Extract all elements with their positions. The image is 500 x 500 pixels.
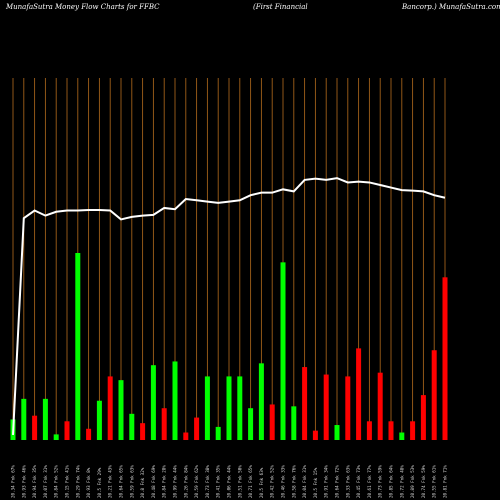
x-tick-label: 20.73 Fnk 38% — [205, 465, 210, 498]
flow-bar — [194, 417, 200, 440]
flow-bar — [226, 376, 232, 440]
flow-bar — [183, 432, 189, 440]
money-flow-bars — [10, 253, 448, 440]
flow-bar — [442, 277, 448, 440]
flow-bar — [291, 406, 297, 440]
flow-bar — [86, 428, 92, 440]
flow-bar — [345, 376, 351, 440]
x-tick-label: 20.64 Fnk 72% — [335, 465, 340, 498]
flow-bar — [431, 350, 437, 440]
x-tick-label: 20.93 Fnk 46% — [21, 465, 26, 498]
x-tick-label: 20.64 Fnk 65% — [119, 465, 124, 498]
flow-bar — [53, 434, 59, 440]
flow-bar — [75, 253, 81, 440]
flow-bar — [248, 408, 254, 440]
x-tick-label: 20.61 Fnk 77% — [367, 465, 372, 498]
x-tick-label: 20.45 Fnk 73% — [356, 465, 361, 498]
flow-bar — [377, 372, 383, 440]
flow-bar — [312, 430, 318, 440]
x-tick-label: 20.33 Fnk 63% — [345, 465, 350, 498]
x-tick-label: 20.8 Fnk 32% — [140, 467, 145, 498]
x-tick-label: 20.72 Fnk 48% — [399, 465, 404, 498]
flow-bar — [118, 380, 124, 440]
x-tick-label: 20.93 Fnk 8% — [86, 467, 91, 498]
flow-bar — [172, 361, 178, 440]
x-tick-label: 20.51 Fnk 50% — [237, 465, 242, 498]
x-tick-label: 20.59 Fnk 62% — [194, 465, 199, 498]
flow-bar — [410, 421, 416, 440]
x-tick-label: 20.81 Fnk 71% — [443, 465, 448, 498]
x-tick-label: 20.84 Fnk 28% — [162, 465, 167, 498]
x-tick-label: 20.58 Fnk 76% — [291, 465, 296, 498]
x-tick-label: 20.84 Fnk 52% — [54, 465, 59, 498]
flow-bar — [96, 400, 102, 440]
x-tick-label: 20.59 Fnk 63% — [129, 465, 134, 498]
x-tick-label: 20.34 Fnk 67% — [11, 465, 16, 498]
flow-bar — [334, 425, 340, 440]
flow-bar — [215, 426, 221, 440]
flow-bar — [161, 408, 167, 440]
x-tick-label: 20.5 Fnk 29% — [97, 467, 102, 498]
x-tick-label: 20.04 Fnk 31% — [302, 465, 307, 498]
flow-bar — [366, 421, 372, 440]
flow-bar — [258, 363, 264, 440]
flow-bar — [32, 415, 38, 440]
flow-bar — [129, 413, 135, 440]
chart-title-left: MunafaSutra Money Flow Charts for FFBC — [5, 3, 160, 11]
flow-bar — [420, 395, 426, 440]
flow-bar — [399, 432, 405, 440]
flow-bar — [107, 376, 113, 440]
x-tick-label: 20.15 Fnk 41% — [65, 465, 70, 498]
x-tick-label: 20.5 Fnk 15% — [313, 467, 318, 498]
x-tick-label: 20.85 Fnk 64% — [389, 465, 394, 498]
x-tick-label: 20.73 Fnk 59% — [378, 465, 383, 498]
x-tick-label: 20.74 Fnk 59% — [421, 465, 426, 498]
flow-bar — [42, 398, 48, 440]
x-tick-label: 20.48 Fnk 69% — [151, 465, 156, 498]
x-tick-labels: 20.34 Fnk 67% 20.93 Fnk 46% 20.94 Fnk 35% 2… — [11, 465, 448, 498]
flow-bar — [64, 421, 70, 440]
x-tick-label: 20.89 Fnk 53% — [410, 465, 415, 498]
x-tick-label: 20.06 Fnk 44% — [227, 465, 232, 498]
price-line-path — [12, 177, 446, 435]
x-tick-label: 20.07 Fnk 31% — [43, 465, 48, 498]
flow-bar — [150, 365, 156, 440]
flow-bar — [21, 398, 27, 440]
x-tick-label: 20.5 Fnk 63% — [259, 467, 264, 498]
x-tick-label: 20.55 Fnk 61% — [432, 465, 437, 498]
x-tick-label: 20.42 Fnk 52% — [270, 465, 275, 498]
x-tick-label: 20.26 Fnk 84% — [183, 465, 188, 498]
flow-bar — [140, 423, 146, 440]
flow-bar — [388, 421, 394, 440]
flow-bar — [280, 262, 286, 440]
flow-bar — [302, 367, 308, 440]
x-tick-label: 20.91 Fnk 34% — [324, 465, 329, 498]
chart-title-right: Bancorp.) MunafaSutra.com — [401, 3, 500, 11]
flow-bar — [269, 404, 275, 440]
price-line — [12, 177, 446, 435]
x-tick-label: 20.99 Fnk 44% — [173, 465, 178, 498]
x-tick-label: 20.71 Fnk 65% — [248, 465, 253, 498]
flow-bar — [356, 348, 362, 440]
flow-bar — [323, 374, 329, 440]
flow-bar — [204, 376, 210, 440]
chart-title-mid: (First Financial — [253, 3, 308, 11]
x-tick-label: 20.46 Fnk 33% — [281, 465, 286, 498]
x-tick-label: 20.29 Fnk 74% — [75, 465, 80, 498]
x-tick-label: 20.21 Fnk 43% — [108, 465, 113, 498]
x-tick-label: 20.41 Fnk 35% — [216, 465, 221, 498]
x-tick-label: 20.94 Fnk 35% — [32, 465, 37, 498]
flow-bar — [237, 376, 243, 440]
